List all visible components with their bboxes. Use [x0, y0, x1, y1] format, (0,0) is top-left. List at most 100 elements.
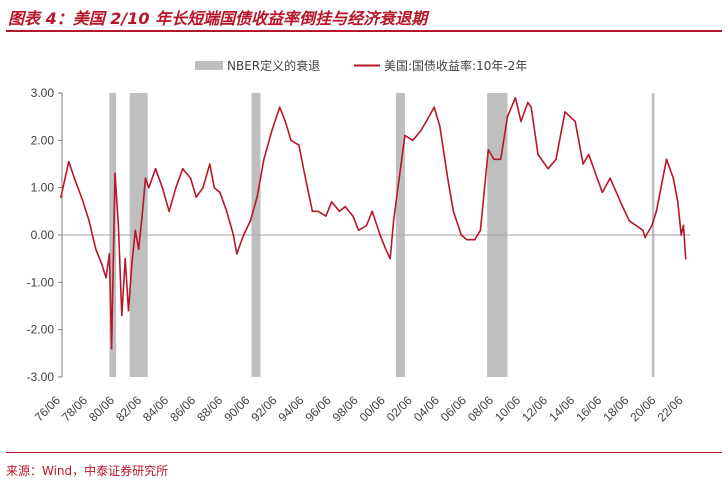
x-tick-label: 90/06: [221, 393, 252, 424]
series-point: [236, 253, 238, 255]
series-point: [357, 229, 360, 232]
series-line-0: [60, 96, 687, 350]
series-point: [371, 210, 373, 213]
series-point: [677, 201, 679, 203]
series-point: [317, 210, 319, 213]
series-point: [105, 276, 107, 279]
series-point: [134, 229, 137, 232]
series-point: [131, 262, 133, 265]
series-point: [587, 153, 590, 156]
series-point: [303, 172, 306, 175]
series-point: [672, 177, 675, 179]
series-point: [124, 257, 126, 260]
x-tick-label: 16/06: [573, 393, 604, 424]
series-point: [127, 309, 130, 312]
x-tick-label: 10/06: [492, 393, 523, 424]
x-tick-label: 94/06: [275, 393, 306, 424]
series-point: [141, 215, 143, 217]
series-point: [547, 167, 549, 170]
series-point: [232, 234, 235, 236]
legend-swatch-recession: [195, 61, 223, 70]
series-point: [219, 191, 221, 194]
series-point: [651, 224, 653, 227]
series-point: [181, 167, 184, 170]
chart-area: NBER定义的衰退 美国:国债收益率:10年-2年 3.00 2.00 1.00 0.…: [27, 58, 690, 424]
series-point: [284, 120, 287, 123]
series-point: [195, 196, 198, 198]
x-tick-label: 84/06: [140, 393, 171, 424]
series-point: [114, 172, 116, 175]
series-point: [446, 177, 449, 179]
x-tick-label: 86/06: [167, 393, 198, 424]
x-tick-label: 88/06: [194, 393, 225, 424]
x-tick-label: 98/06: [330, 393, 361, 424]
series-point: [213, 186, 216, 189]
series-point: [439, 125, 441, 127]
series-point: [330, 201, 333, 203]
source-rule: [6, 452, 722, 453]
x-tick-label: 80/06: [86, 393, 117, 424]
legend-label-series: 美国:国债收益率:10年-2年: [384, 58, 527, 73]
series-point: [574, 120, 576, 123]
series-point: [95, 248, 97, 250]
series-point: [270, 130, 273, 132]
x-tick-label: 76/06: [32, 393, 63, 424]
series-point: [452, 210, 455, 213]
series-point: [352, 215, 354, 217]
x-tick-label: 18/06: [600, 393, 631, 424]
series-point: [474, 238, 476, 241]
series-point: [202, 186, 204, 189]
series-point: [493, 158, 495, 161]
series-point: [208, 163, 211, 165]
series-point: [144, 177, 147, 179]
series-point: [506, 115, 509, 118]
series-point: [120, 314, 123, 317]
x-tick-label: 20/06: [627, 393, 658, 424]
y-tick-label: 2.00: [31, 133, 55, 147]
series-point: [555, 158, 557, 161]
series-point: [425, 120, 428, 123]
x-tick-label: 02/06: [384, 393, 415, 424]
series-point: [530, 106, 532, 108]
series-point: [60, 196, 62, 198]
legend-label-recession: NBER定义的衰退: [227, 58, 320, 73]
series-point: [621, 205, 624, 208]
series-point: [189, 177, 192, 179]
title-rule: [6, 30, 722, 32]
y-axis: 3.00 2.00 1.00 0.00 -1.00 -2.00 -3.00: [27, 86, 63, 384]
x-tick-label: 12/06: [519, 393, 550, 424]
legend: NBER定义的衰退 美国:国债收益率:10年-2年: [195, 58, 527, 73]
series-point: [389, 257, 392, 260]
series-point: [168, 210, 170, 213]
series-point: [411, 139, 414, 142]
x-tick-label: 82/06: [113, 393, 144, 424]
series-point: [278, 106, 281, 108]
series-point: [582, 163, 584, 165]
series-point: [117, 224, 120, 227]
series-point: [148, 186, 150, 189]
series-point: [628, 220, 631, 222]
series-point: [404, 134, 406, 137]
series-point: [514, 96, 517, 99]
series-point: [110, 347, 113, 350]
series-point: [398, 177, 401, 179]
x-tick-label: 00/06: [357, 393, 388, 424]
y-tick-label: 3.00: [31, 86, 55, 100]
y-tick-label: -3.00: [27, 370, 55, 384]
series-point: [100, 262, 103, 265]
series-point: [108, 253, 111, 255]
series-point: [680, 234, 683, 236]
series-point: [67, 160, 70, 163]
series-point: [73, 177, 76, 179]
series-point: [499, 158, 502, 161]
series-point: [249, 220, 252, 222]
series-point: [644, 236, 646, 239]
series-point: [137, 248, 140, 250]
series-point: [325, 215, 327, 217]
x-tick-label: 08/06: [465, 393, 496, 424]
series-point: [655, 210, 658, 213]
series-point: [642, 229, 644, 232]
x-tick-label: 14/06: [546, 393, 577, 424]
y-tick-label: -1.00: [27, 275, 55, 289]
x-tick-label: 06/06: [438, 393, 469, 424]
